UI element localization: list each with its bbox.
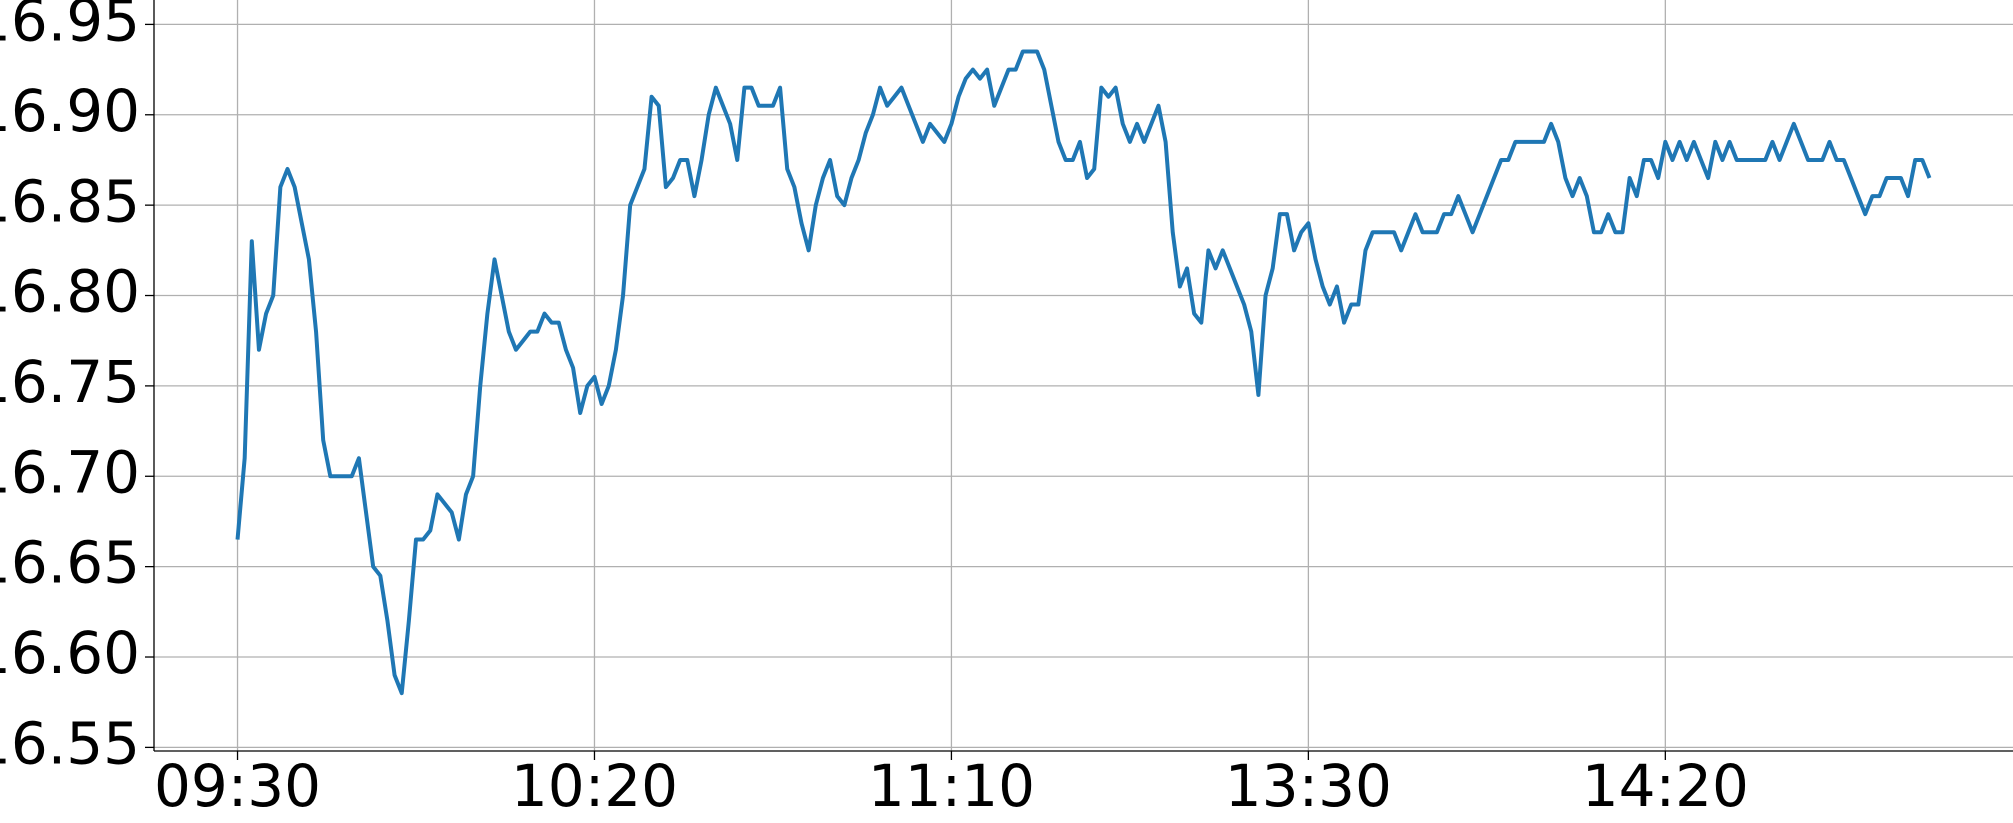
y-tick-label: 16.65 [0, 529, 140, 597]
y-tick-label: 16.95 [0, 0, 140, 55]
x-tick-label: 10:20 [511, 752, 678, 820]
y-tick-label: 16.90 [0, 77, 140, 145]
x-tick-label: 14:20 [1582, 752, 1749, 820]
price-line [235, 49, 1932, 696]
x-tick-label: 09:30 [154, 752, 321, 820]
y-tick-label: 16.70 [0, 438, 140, 506]
y-tick-label: 16.75 [0, 348, 140, 416]
y-tick-label: 16.55 [0, 709, 140, 777]
y-tick-label: 16.80 [0, 258, 140, 326]
y-tick-label: 16.85 [0, 167, 140, 235]
y-tick-label: 16.60 [0, 619, 140, 687]
x-tick-label: 11:10 [868, 752, 1035, 820]
x-tick-label: 13:30 [1225, 752, 1392, 820]
